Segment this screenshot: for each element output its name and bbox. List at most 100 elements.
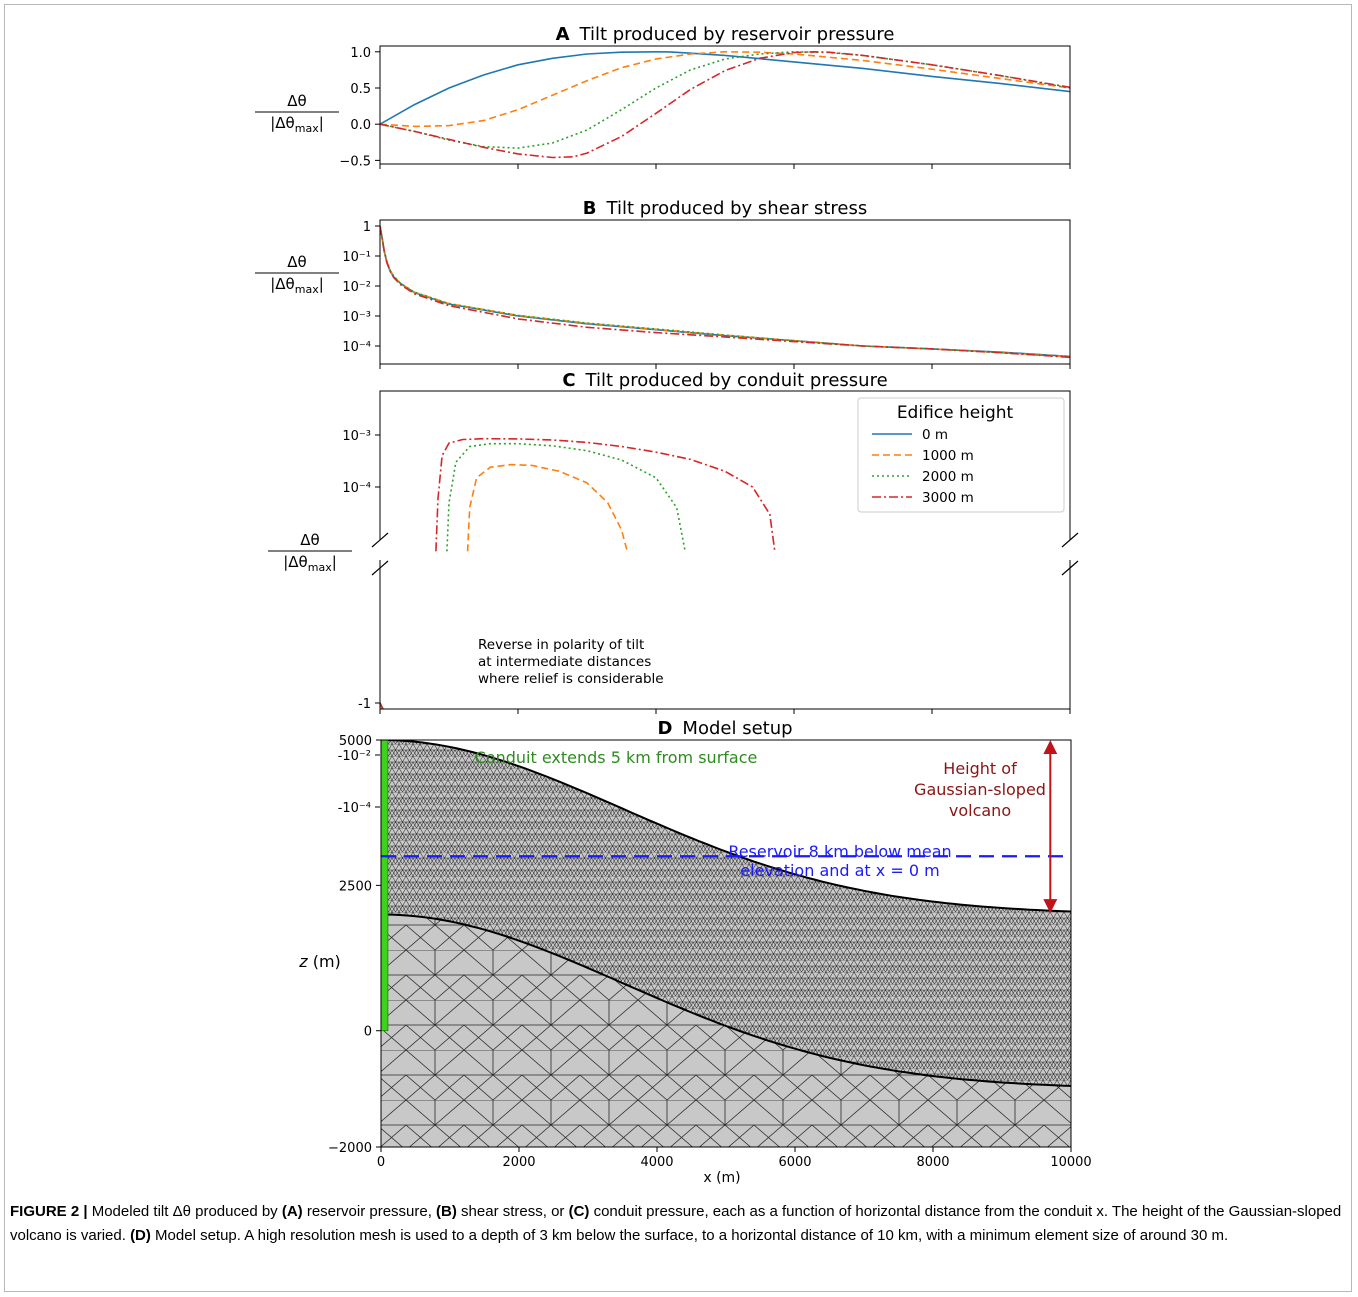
caption-part-4: conduit pressure, each as a function of … — [10, 1203, 1342, 1244]
panel-b-ylabel-denominator: |Δθmax| — [270, 275, 324, 296]
panel-d: D Model setup Conduit extends 5 km from s… — [298, 718, 1091, 1186]
coarse-mesh-lines — [381, 914, 1071, 1147]
panel-a-ytick-label-3: −0.5 — [339, 154, 371, 169]
panel-a-title-text: Tilt produced by reservoir pressure — [579, 24, 895, 45]
height-label-line-3: volcano — [949, 801, 1011, 820]
panel-b-xticks — [379, 364, 1071, 369]
caption-ref-c: (C) — [568, 1203, 590, 1220]
panel-d-xtick-label-1: 2000 — [502, 1155, 535, 1170]
legend-label-h2000: 2000 m — [922, 469, 974, 485]
panel-b-line-h3000 — [380, 225, 1070, 359]
panel-a-title: A Tilt produced by reservoir pressure — [556, 24, 895, 45]
panel-d-letter: D — [657, 718, 672, 739]
panel-c-series — [380, 437, 776, 709]
panel-d-xlabel: x (m) — [703, 1170, 740, 1186]
panel-c-ylabel-den-open: |Δθ — [283, 553, 308, 571]
panel-a-ylabel-den-open: |Δθ — [270, 114, 295, 132]
legend-label-h3000: 3000 m — [922, 490, 974, 506]
panel-b-ylabel-den-close: | — [319, 275, 324, 293]
panel-d-xtick-label-4: 8000 — [916, 1155, 949, 1170]
panel-d-ylabel: z (m) — [298, 952, 341, 971]
fine-mesh-lines — [381, 740, 1071, 1086]
panel-c-letter: C — [562, 370, 575, 391]
panel-c-ylabel-numerator: Δθ — [300, 531, 319, 549]
panel-c-lower-ytick-label-1: -10⁻² — [338, 749, 371, 764]
panel-c-line-h1000-positive — [466, 463, 628, 552]
polarity-annotation: Reverse in polarity of tilt at intermedi… — [478, 637, 664, 687]
panel-d-xticks: 0 2000 4000 6000 8000 10000 — [377, 1147, 1092, 1170]
panel-b-frame — [379, 219, 1071, 365]
legend-label-h1000: 1000 m — [922, 448, 974, 464]
panel-d-title: D Model setup — [657, 718, 792, 739]
panel-d-frame — [380, 739, 1072, 1148]
panel-a: A Tilt produced by reservoir pressure Δθ |… — [255, 24, 1071, 169]
reservoir-label-line-1: Reservoir 8 km below mean — [728, 842, 951, 861]
legend-label-h0: 0 m — [922, 427, 948, 443]
axis-break-right-lower — [1061, 560, 1079, 576]
panel-c-ylabel-denominator: |Δθmax| — [283, 553, 337, 574]
reservoir-label-line-2: elevation and at x = 0 m — [740, 861, 939, 880]
fine-mesh-boundary — [381, 913, 1071, 1087]
panel-b-ylabel-den-sub: max — [295, 283, 319, 296]
panel-d-xtick-label-3: 6000 — [778, 1155, 811, 1170]
panel-d-ytick-label-1: 2500 — [339, 879, 372, 894]
caption-part-1: Modeled tilt Δθ produced by — [87, 1203, 282, 1220]
height-label: Height of Gaussian-sloped volcano — [914, 759, 1046, 820]
panel-c-ylabel-den-close: | — [332, 553, 337, 571]
panel-b-ytick-label-2: 10⁻² — [342, 280, 371, 295]
legend-title: Edifice height — [897, 403, 1014, 423]
panel-c-ylabel-den-sub: max — [308, 561, 332, 574]
panel-a-ylabel: Δθ |Δθmax| — [255, 92, 339, 135]
panel-c-title: C Tilt produced by conduit pressure — [562, 370, 887, 391]
panel-d-xtick-label-0: 0 — [377, 1155, 385, 1170]
conduit-bar — [381, 740, 389, 1032]
panel-c-upper-ytick-label-1: 10⁻⁴ — [342, 481, 371, 496]
caption-ref-a: (A) — [281, 1203, 303, 1220]
panel-d-ytick-label-3: −2000 — [328, 1141, 372, 1156]
panel-b-yticks: 1 10⁻¹ 10⁻² 10⁻³ 10⁻⁴ — [342, 220, 380, 355]
panel-c-line-h2000-positive — [446, 442, 686, 552]
panel-a-ylabel-den-close: | — [319, 114, 324, 132]
panel-a-xticks — [379, 164, 1071, 169]
legend-entries: 0 m 1000 m 2000 m 3000 m — [872, 427, 974, 506]
panel-b-ytick-label-4: 10⁻⁴ — [342, 340, 371, 355]
panel-a-ytick-label-0: 1.0 — [350, 46, 371, 61]
panel-c-upper-ytick-label-0: 10⁻³ — [342, 429, 371, 444]
caption-part-3: shear stress, or — [456, 1203, 569, 1220]
panel-a-line-h2000 — [380, 50, 1070, 149]
panel-c: C Tilt produced by conduit pressure Δθ |Δθ… — [268, 370, 1079, 816]
figure-caption: FIGURE 2 | Modeled tilt Δθ produced by (… — [10, 1200, 1348, 1248]
panel-b-ylabel: Δθ |Δθmax| — [255, 253, 339, 296]
panel-b-line-h2000 — [380, 225, 1070, 358]
panel-d-xtick-label-5: 10000 — [1050, 1155, 1091, 1170]
panel-a-ylabel-denominator: |Δθmax| — [270, 114, 324, 135]
panel-c-yticks: 10⁻³ 10⁻⁴ -10⁻⁴ -10⁻² -1 — [338, 429, 380, 816]
panel-c-lower-ytick-label-2: -1 — [358, 697, 371, 712]
panel-c-line-h3000-positive — [435, 437, 776, 552]
conduit-label: Conduit extends 5 km from surface — [475, 748, 758, 767]
panel-d-yticks: 5000 2500 0 −2000 — [328, 734, 381, 1156]
reservoir-label: Reservoir 8 km below mean elevation and … — [728, 842, 951, 880]
caption-part-2: reservoir pressure, — [302, 1203, 437, 1220]
panel-c-title-text: Tilt produced by conduit pressure — [585, 370, 888, 391]
panel-a-letter: A — [556, 24, 570, 45]
mesh-domain — [381, 740, 1071, 1147]
panel-d-ytick-label-2: 0 — [364, 1025, 372, 1040]
axis-break-left-upper — [371, 532, 389, 548]
surface-boundary — [381, 740, 1071, 913]
annotation-line-2: at intermediate distances — [478, 654, 651, 670]
axis-break-right-upper — [1061, 532, 1079, 548]
panel-d-ytick-label-0: 5000 — [339, 734, 372, 749]
panel-b-ytick-label-3: 10⁻³ — [342, 310, 371, 325]
panel-a-frame — [379, 45, 1071, 165]
axis-break-left-lower — [371, 560, 389, 576]
caption-part-5: Model setup. A high resolution mesh is u… — [150, 1227, 1229, 1244]
panel-b: B Tilt produced by shear stress Δθ |Δθmax|… — [255, 198, 1071, 369]
panel-a-yticks: 1.0 0.5 0.0 −0.5 — [339, 46, 380, 169]
panel-b-ylabel-numerator: Δθ — [287, 253, 306, 271]
panel-a-ylabel-numerator: Δθ — [287, 92, 306, 110]
annotation-line-1: Reverse in polarity of tilt — [478, 637, 644, 653]
panel-b-series — [380, 225, 1070, 359]
legend: Edifice height 0 m 1000 m 2000 m 3000 m — [857, 397, 1065, 513]
